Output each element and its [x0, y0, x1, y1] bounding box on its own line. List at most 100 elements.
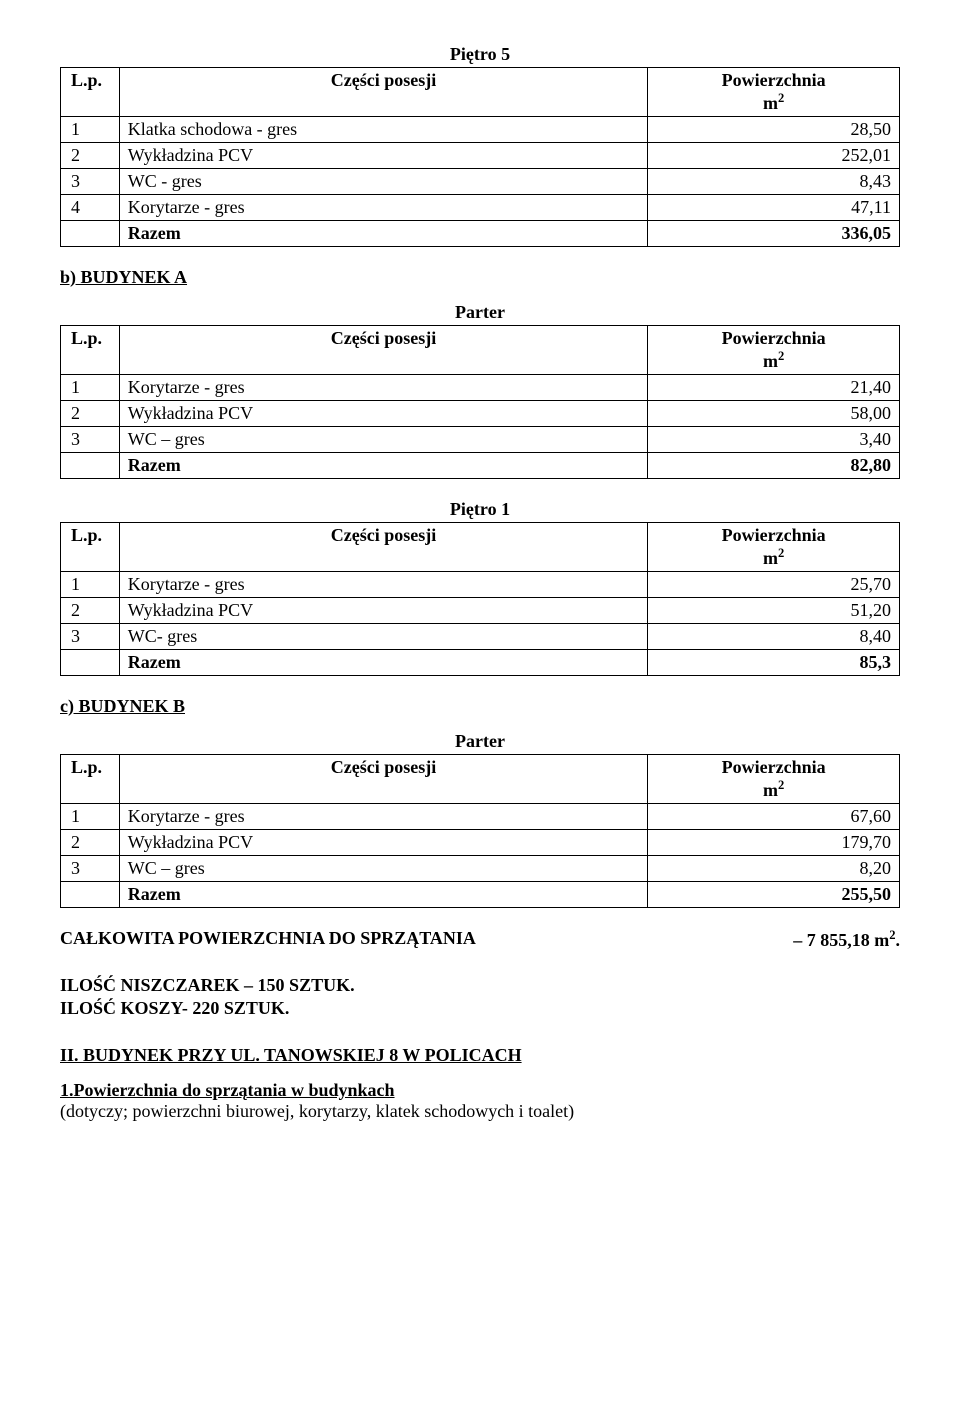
total-val-suffix: . [896, 930, 901, 950]
table3-razem-row: Razem 85,3 [61, 650, 900, 676]
table2-hdr-val: Powierzchnia m2 [648, 326, 900, 375]
heading-budynek-a: b) BUDYNEK A [60, 267, 900, 288]
table1-title: Piętro 5 [60, 44, 900, 65]
table1-hdr-val-l1: Powierzchnia [722, 70, 826, 90]
heading-budynek-b: c) BUDYNEK B [60, 696, 900, 717]
table1-hdr-val-l2: m [763, 93, 778, 113]
table3-razem-label: Razem [119, 650, 648, 676]
row-value: 51,20 [648, 598, 900, 624]
table-row: 4Korytarze - gres47,11 [61, 195, 900, 221]
table4-hdr-val-l1: Powierzchnia [722, 757, 826, 777]
table4-hdr-lp: L.p. [61, 755, 120, 804]
row-number: 3 [61, 169, 120, 195]
table3-hdr-val-sup: 2 [778, 546, 784, 560]
table-row: 3WC – gres8,20 [61, 856, 900, 882]
table3-hdr-val-l1: Powierzchnia [722, 525, 826, 545]
table2-razem-row: Razem 82,80 [61, 453, 900, 479]
row-name: WC – gres [119, 427, 648, 453]
row-name: WC- gres [119, 624, 648, 650]
row-number: 1 [61, 572, 120, 598]
table-row: 2Wykładzina PCV51,20 [61, 598, 900, 624]
table1-hdr-val-sup: 2 [778, 91, 784, 105]
table-row: 3WC – gres3,40 [61, 427, 900, 453]
table3-hdr-lp: L.p. [61, 523, 120, 572]
table1-hdr-name: Części posesji [119, 68, 648, 117]
row-value: 67,60 [648, 804, 900, 830]
table4-razem-val: 255,50 [648, 882, 900, 908]
total-value: – 7 855,18 m2. [793, 928, 900, 951]
table4-hdr-val-l2: m [763, 780, 778, 800]
row-value: 252,01 [648, 143, 900, 169]
row-name: Wykładzina PCV [119, 143, 648, 169]
row-value: 179,70 [648, 830, 900, 856]
total-line: CAŁKOWITA POWIERZCHNIA DO SPRZĄTANIA – 7… [60, 928, 900, 951]
table1-razem-label: Razem [119, 221, 648, 247]
para-title: 1.Powierzchnia do sprzątania w budynkach [60, 1080, 395, 1100]
table3-hdr-val-l2: m [763, 548, 778, 568]
row-value: 28,50 [648, 117, 900, 143]
row-name: Korytarze - gres [119, 572, 648, 598]
row-number: 2 [61, 830, 120, 856]
row-value: 58,00 [648, 401, 900, 427]
table2-hdr-val-l2: m [763, 351, 778, 371]
table-row: 1Korytarze - gres67,60 [61, 804, 900, 830]
row-number: 3 [61, 624, 120, 650]
paragraph: 1.Powierzchnia do sprzątania w budynkach… [60, 1080, 900, 1122]
row-number: 2 [61, 401, 120, 427]
row-value: 8,20 [648, 856, 900, 882]
row-name: Korytarze - gres [119, 375, 648, 401]
row-name: Wykładzina PCV [119, 598, 648, 624]
row-number: 4 [61, 195, 120, 221]
row-name: Wykładzina PCV [119, 401, 648, 427]
row-number: 1 [61, 117, 120, 143]
table1-hdr-val: Powierzchnia m2 [648, 68, 900, 117]
table4-razem-empty [61, 882, 120, 908]
table3-razem-val: 85,3 [648, 650, 900, 676]
table2-hdr-val-sup: 2 [778, 349, 784, 363]
row-name: Korytarze - gres [119, 195, 648, 221]
row-value: 3,40 [648, 427, 900, 453]
table2-hdr-val-l1: Powierzchnia [722, 328, 826, 348]
line-building: II. BUDYNEK PRZY UL. TANOWSKIEJ 8 W POLI… [60, 1045, 900, 1066]
table4-title: Parter [60, 731, 900, 752]
para-sub: (dotyczy; powierzchni biurowej, korytarz… [60, 1101, 574, 1121]
line-niszczarek: ILOŚĆ NISZCZAREK – 150 SZTUK. [60, 975, 900, 996]
table2-razem-empty [61, 453, 120, 479]
table4-hdr-name: Części posesji [119, 755, 648, 804]
row-value: 8,43 [648, 169, 900, 195]
line-koszy: ILOŚĆ KOSZY- 220 SZTUK. [60, 998, 900, 1019]
table-row: 1Korytarze - gres25,70 [61, 572, 900, 598]
row-name: Klatka schodowa - gres [119, 117, 648, 143]
row-value: 25,70 [648, 572, 900, 598]
table4-body: 1Korytarze - gres67,602Wykładzina PCV179… [61, 804, 900, 882]
row-number: 2 [61, 598, 120, 624]
row-number: 3 [61, 856, 120, 882]
table4-razem-label: Razem [119, 882, 648, 908]
table2-hdr-lp: L.p. [61, 326, 120, 375]
total-label: CAŁKOWITA POWIERZCHNIA DO SPRZĄTANIA [60, 928, 476, 951]
table2-header-row: L.p. Części posesji Powierzchnia m2 [61, 326, 900, 375]
row-name: Korytarze - gres [119, 804, 648, 830]
table4-header-row: L.p. Części posesji Powierzchnia m2 [61, 755, 900, 804]
row-name: WC – gres [119, 856, 648, 882]
row-number: 2 [61, 143, 120, 169]
table3-body: 1Korytarze - gres25,702Wykładzina PCV51,… [61, 572, 900, 650]
table2-hdr-name: Części posesji [119, 326, 648, 375]
table2-title: Parter [60, 302, 900, 323]
row-name: WC - gres [119, 169, 648, 195]
table2-razem-val: 82,80 [648, 453, 900, 479]
table1-razem-val: 336,05 [648, 221, 900, 247]
row-number: 1 [61, 375, 120, 401]
table-row: 2Wykładzina PCV179,70 [61, 830, 900, 856]
row-number: 3 [61, 427, 120, 453]
table4: L.p. Części posesji Powierzchnia m2 1Kor… [60, 754, 900, 908]
table1-hdr-lp: L.p. [61, 68, 120, 117]
table1-header-row: L.p. Części posesji Powierzchnia m2 [61, 68, 900, 117]
table3-hdr-val: Powierzchnia m2 [648, 523, 900, 572]
table2: L.p. Części posesji Powierzchnia m2 1Kor… [60, 325, 900, 479]
table3: L.p. Części posesji Powierzchnia m2 1Kor… [60, 522, 900, 676]
table1-body: 1Klatka schodowa - gres28,50 2Wykładzina … [61, 117, 900, 221]
table4-hdr-val-sup: 2 [778, 778, 784, 792]
table3-hdr-name: Części posesji [119, 523, 648, 572]
table4-razem-row: Razem 255,50 [61, 882, 900, 908]
